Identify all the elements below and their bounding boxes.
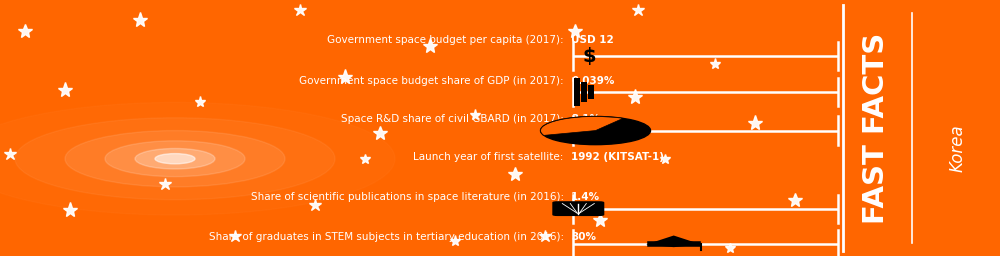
- Bar: [581, 82, 587, 102]
- Text: Share of scientific publications in space literature (in 2016):: Share of scientific publications in spac…: [251, 192, 567, 202]
- Text: Government space budget per capita (2017):: Government space budget per capita (2017…: [327, 35, 567, 45]
- FancyBboxPatch shape: [552, 201, 604, 216]
- Circle shape: [155, 154, 195, 164]
- Text: 30%: 30%: [571, 232, 596, 242]
- Bar: [588, 85, 594, 99]
- Wedge shape: [541, 116, 623, 135]
- Circle shape: [15, 118, 335, 200]
- Text: 0.039%: 0.039%: [571, 76, 614, 86]
- Text: Share of graduates in STEM subjects in tertiary education (in 2016):: Share of graduates in STEM subjects in t…: [209, 232, 567, 242]
- Text: $: $: [582, 47, 596, 66]
- Circle shape: [541, 116, 651, 145]
- Text: Space R&D share of civil GBARD (in 2017):: Space R&D share of civil GBARD (in 2017)…: [341, 114, 567, 124]
- Circle shape: [65, 131, 285, 187]
- Text: Government space budget share of GDP (in 2017):: Government space budget share of GDP (in…: [299, 76, 567, 86]
- Circle shape: [135, 148, 215, 169]
- Text: 1992 (KITSAT-1): 1992 (KITSAT-1): [571, 152, 664, 163]
- Text: Korea: Korea: [949, 125, 967, 172]
- Text: USD 12: USD 12: [571, 35, 614, 45]
- Text: 1.4%: 1.4%: [571, 192, 600, 202]
- Text: FAST FACTS: FAST FACTS: [862, 32, 890, 224]
- Bar: [574, 78, 580, 106]
- Polygon shape: [646, 236, 701, 247]
- Text: Launch year of first satellite:: Launch year of first satellite:: [413, 152, 567, 163]
- Text: 3.1%: 3.1%: [571, 114, 600, 124]
- Circle shape: [105, 141, 245, 177]
